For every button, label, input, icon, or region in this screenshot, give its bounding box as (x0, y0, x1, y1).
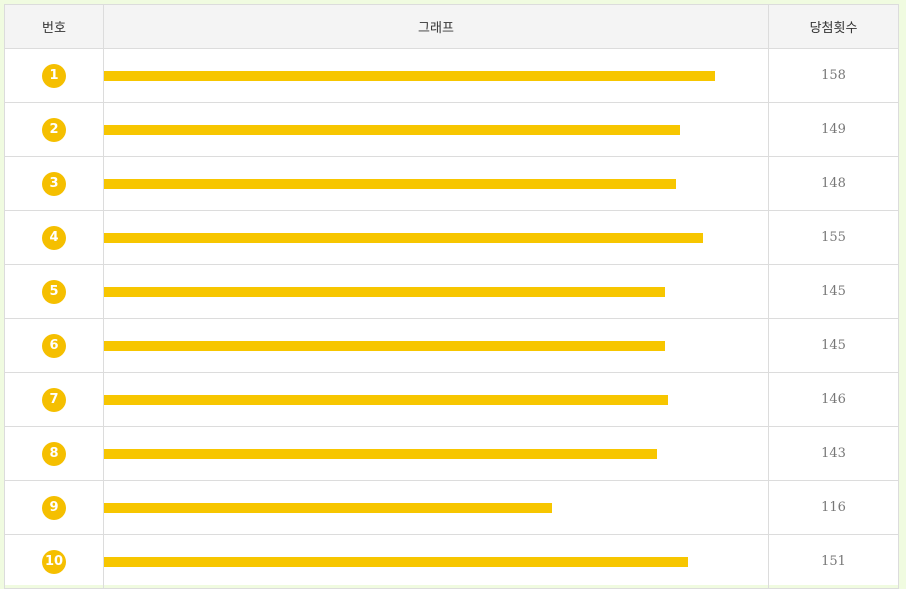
bar (104, 178, 676, 189)
winning-count-table: 번호 그래프 당첨횟수 1 158 2 149 3 148 4 155 5 145 6 145 7 146… (4, 4, 899, 589)
bar (104, 124, 680, 135)
header-graph: 그래프 (103, 4, 769, 49)
table-row: 7 146 (4, 372, 899, 427)
table-row: 1 158 (4, 48, 899, 103)
graph-cell (103, 480, 769, 535)
number-ball: 9 (42, 495, 66, 520)
number-cell: 10 (4, 534, 104, 589)
bar (104, 448, 657, 459)
number-ball: 1 (42, 63, 66, 88)
table-row: 5 145 (4, 264, 899, 319)
table-row: 10 151 (4, 534, 899, 589)
number-ball: 6 (42, 333, 66, 358)
bar (104, 502, 552, 513)
bar (104, 340, 665, 351)
number-cell: 6 (4, 318, 104, 373)
winning-count-table-container: 번호 그래프 당첨횟수 1 158 2 149 3 148 4 155 5 145 6 145 7 146… (4, 4, 899, 589)
graph-cell (103, 318, 769, 373)
table-row: 8 143 (4, 426, 899, 481)
number-ball: 3 (42, 171, 66, 196)
graph-cell (103, 210, 769, 265)
bar (104, 556, 688, 567)
bar (104, 286, 665, 297)
number-ball: 5 (42, 279, 66, 304)
number-cell: 3 (4, 156, 104, 211)
number-ball: 4 (42, 225, 66, 250)
count-cell: 145 (768, 318, 899, 373)
number-cell: 2 (4, 102, 104, 157)
count-cell: 149 (768, 102, 899, 157)
graph-cell (103, 48, 769, 103)
graph-cell (103, 156, 769, 211)
header-count: 당첨횟수 (768, 4, 899, 49)
table-row: 9 116 (4, 480, 899, 535)
table-body: 1 158 2 149 3 148 4 155 5 145 6 145 7 146 8 143 9 116 10 15… (4, 48, 899, 589)
count-cell: 158 (768, 48, 899, 103)
number-cell: 4 (4, 210, 104, 265)
number-cell: 7 (4, 372, 104, 427)
count-cell: 116 (768, 480, 899, 535)
number-cell: 5 (4, 264, 104, 319)
table-row: 2 149 (4, 102, 899, 157)
number-ball: 8 (42, 441, 66, 466)
number-cell: 8 (4, 426, 104, 481)
count-cell: 146 (768, 372, 899, 427)
table-header-row: 번호 그래프 당첨횟수 (4, 4, 899, 49)
bar (104, 394, 668, 405)
graph-cell (103, 534, 769, 589)
graph-cell (103, 372, 769, 427)
count-cell: 143 (768, 426, 899, 481)
number-ball: 7 (42, 387, 66, 412)
count-cell: 145 (768, 264, 899, 319)
table-row: 3 148 (4, 156, 899, 211)
graph-cell (103, 426, 769, 481)
count-cell: 155 (768, 210, 899, 265)
table-row: 6 145 (4, 318, 899, 373)
graph-cell (103, 102, 769, 157)
graph-cell (103, 264, 769, 319)
table-row: 4 155 (4, 210, 899, 265)
number-cell: 9 (4, 480, 104, 535)
number-ball: 10 (42, 549, 66, 574)
count-cell: 151 (768, 534, 899, 589)
number-cell: 1 (4, 48, 104, 103)
bar (104, 232, 703, 243)
number-ball: 2 (42, 117, 66, 142)
bar (104, 70, 715, 81)
header-number: 번호 (4, 4, 104, 49)
count-cell: 148 (768, 156, 899, 211)
